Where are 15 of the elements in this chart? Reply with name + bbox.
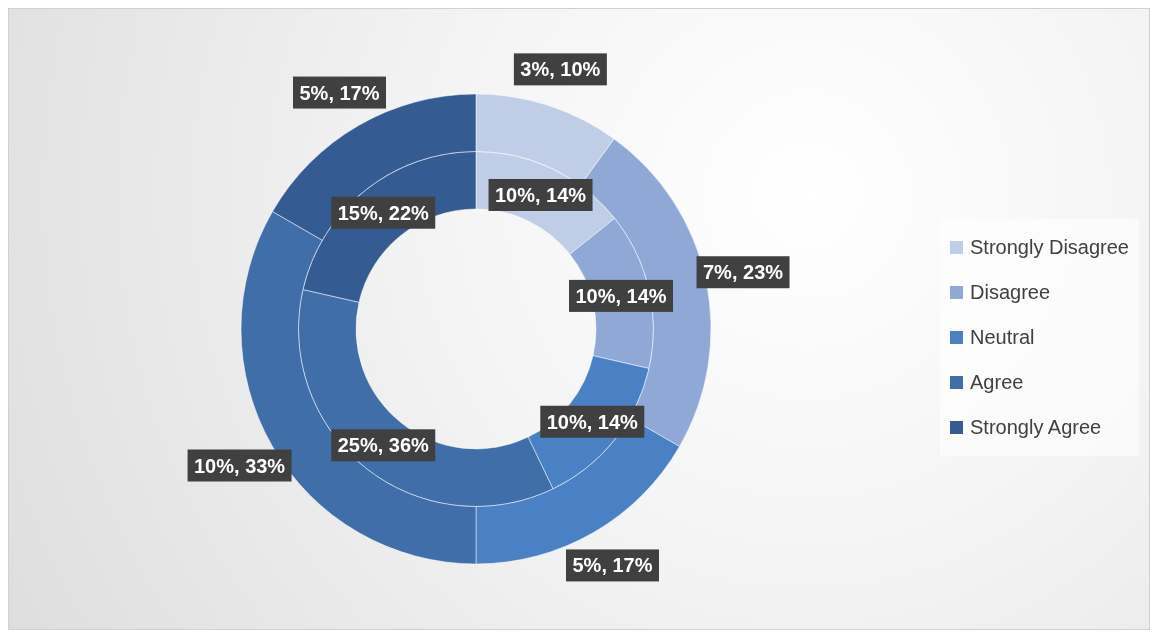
- data-label: 10%, 14%: [546, 410, 639, 433]
- data-label: 10%, 14%: [494, 183, 587, 206]
- data-label: 10%, 33%: [193, 454, 286, 477]
- legend-label: Agree: [970, 371, 1024, 394]
- legend-label: Strongly Agree: [970, 416, 1102, 439]
- data-label: 15%, 22%: [337, 201, 430, 224]
- data-label: 5%, 17%: [299, 81, 380, 104]
- legend-label: Strongly Disagree: [970, 236, 1129, 259]
- legend-label: Disagree: [970, 281, 1051, 304]
- data-label: 7%, 23%: [703, 261, 784, 284]
- data-label: 3%, 10%: [520, 58, 601, 81]
- data-label: 10%, 14%: [575, 284, 667, 307]
- data-label: 5%, 17%: [572, 554, 653, 577]
- data-label: 25%, 36%: [337, 434, 430, 457]
- legend-label: Neutral: [970, 326, 1035, 349]
